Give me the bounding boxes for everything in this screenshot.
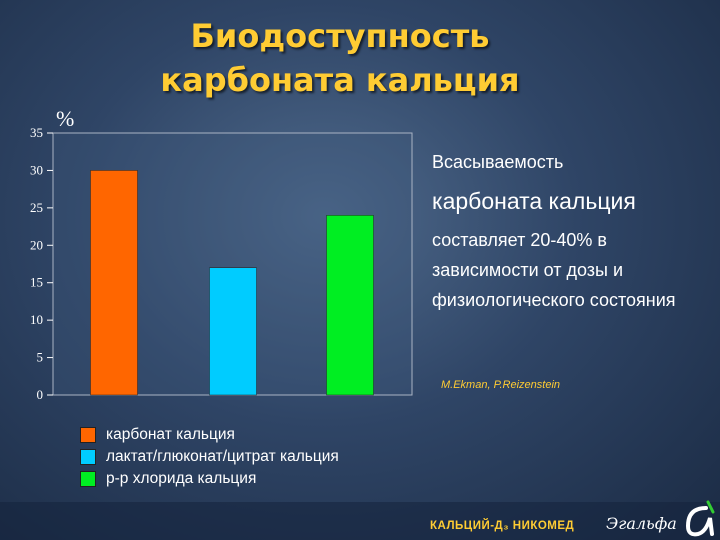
y-tick-label: 35 — [30, 125, 43, 140]
legend-swatch — [80, 449, 96, 465]
footer-bar — [0, 502, 720, 540]
slide-title-line2: карбоната кальция — [160, 61, 520, 99]
y-axis-label: % — [56, 106, 74, 131]
citation: M.Ekman, P.Reizenstein — [441, 379, 561, 391]
chart-legend: карбонат кальция лактат/глюконат/цитрат … — [80, 424, 339, 490]
y-tick-label: 20 — [30, 237, 43, 252]
y-tick-label: 30 — [30, 162, 43, 177]
bar — [209, 267, 257, 396]
alpha-logo-icon — [685, 500, 715, 537]
legend-swatch — [80, 471, 96, 487]
y-tick-label: 25 — [30, 200, 43, 215]
footer-brand-text: КАЛЬЦИЙ-Д₃ НИКОМЕД — [430, 520, 575, 532]
absorption-description: составляет 20-40% в зависимости от дозы … — [432, 230, 676, 310]
absorption-heading: Всасываемость — [432, 152, 564, 172]
legend-swatch — [80, 427, 96, 443]
bar — [90, 170, 138, 396]
legend-item: лактат/глюконат/цитрат кальция — [80, 446, 339, 468]
legend-label: лактат/глюконат/цитрат кальция — [106, 448, 339, 465]
legend-item: карбонат кальция — [80, 424, 339, 446]
y-tick-label: 10 — [30, 312, 43, 327]
egalfa-logo: Эгальфа — [606, 514, 677, 533]
y-tick-label: 15 — [30, 275, 43, 290]
y-tick-label: 0 — [37, 387, 44, 402]
slide-title: Биодоступность карбоната кальция — [150, 14, 530, 102]
bar — [326, 215, 374, 396]
absorption-subject: карбоната кальция — [432, 188, 636, 214]
legend-label: р-р хлорида кальция — [106, 470, 257, 487]
legend-label: карбонат кальция — [106, 426, 235, 443]
legend-item: р-р хлорида кальция — [80, 468, 339, 490]
slide-title-line1: Биодоступность — [190, 17, 490, 55]
y-tick-label: 5 — [37, 350, 44, 365]
